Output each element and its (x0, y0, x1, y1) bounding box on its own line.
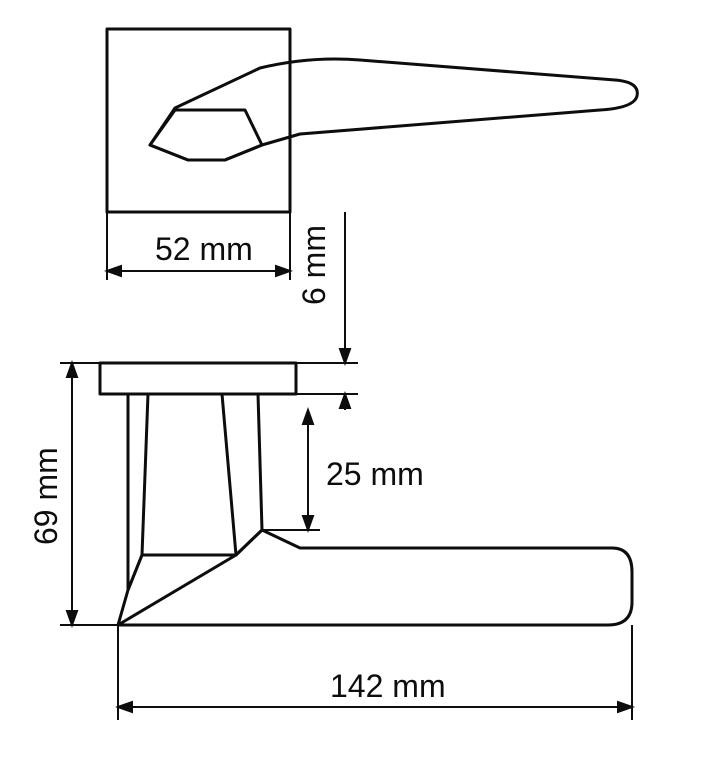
dim-6-label: 6 mm (296, 225, 332, 305)
rosette-outline (107, 29, 290, 212)
dim-69-label: 69 mm (28, 447, 64, 545)
post-left (128, 394, 148, 590)
dim-69 (60, 363, 118, 625)
dim-142-label: 142 mm (330, 668, 446, 704)
post-right (222, 394, 262, 555)
lever-side (118, 530, 632, 625)
dim-25-label: 25 mm (326, 456, 424, 492)
mount-plate (100, 363, 296, 394)
side-view (100, 363, 632, 625)
technical-drawing: 52 mm 6 mm 25 mm (0, 0, 722, 779)
dim-25 (262, 394, 325, 530)
dim-52-label: 52 mm (155, 231, 253, 267)
top-view (107, 29, 637, 212)
